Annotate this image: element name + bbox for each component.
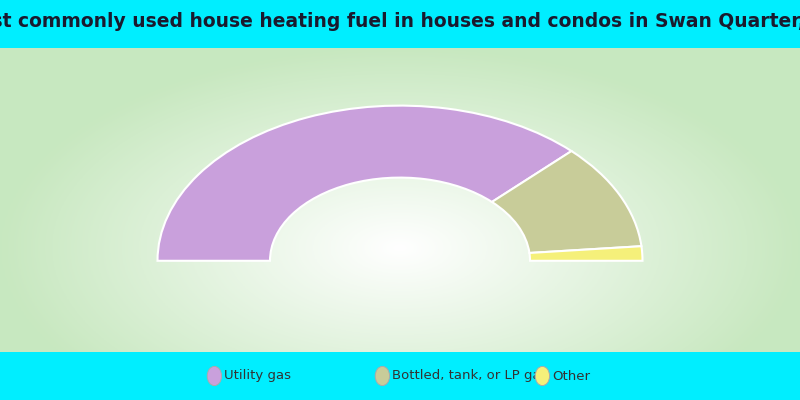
- Ellipse shape: [535, 366, 550, 386]
- Text: Most commonly used house heating fuel in houses and condos in Swan Quarter, NC: Most commonly used house heating fuel in…: [0, 12, 800, 31]
- Wedge shape: [158, 106, 571, 261]
- Text: Other: Other: [552, 370, 590, 382]
- Wedge shape: [530, 246, 642, 261]
- Ellipse shape: [207, 366, 222, 386]
- Text: Bottled, tank, or LP gas: Bottled, tank, or LP gas: [392, 370, 547, 382]
- Ellipse shape: [375, 366, 390, 386]
- Wedge shape: [492, 151, 642, 253]
- Text: Utility gas: Utility gas: [224, 370, 291, 382]
